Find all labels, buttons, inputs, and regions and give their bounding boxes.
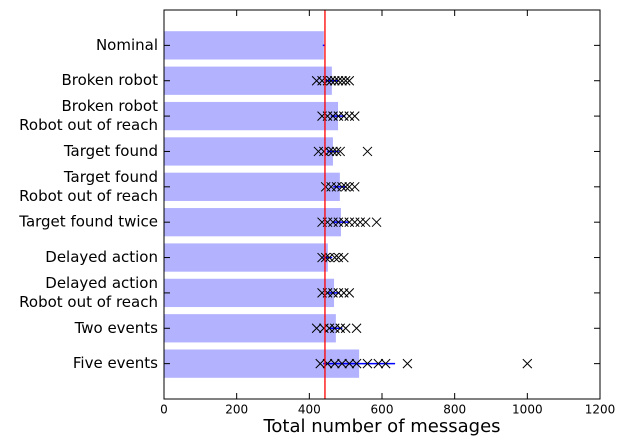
outlier-marker	[320, 252, 331, 263]
x-tick-label: 400	[298, 403, 321, 417]
outlier-marker	[329, 358, 340, 369]
x-tick-label: 1200	[585, 403, 616, 417]
outlier-marker	[326, 75, 336, 86]
y-tick-label: Target found	[63, 168, 158, 186]
x-tick-label: 200	[225, 403, 248, 417]
outlier-marker	[344, 288, 355, 298]
outlier-marker	[337, 181, 347, 192]
outlier-marker	[340, 75, 351, 86]
y-tick-label: Nominal	[96, 36, 158, 54]
bar	[164, 66, 332, 95]
outlier-marker	[380, 358, 391, 369]
y-tick-label: Target found twice	[18, 213, 158, 231]
outlier-marker	[338, 288, 349, 298]
outlier-marker	[362, 146, 373, 157]
y-tick-label: Delayed action	[45, 274, 158, 292]
outlier-marker	[371, 217, 382, 228]
y-tick-label: Robot out of reach	[19, 293, 158, 311]
outlier-marker	[331, 146, 342, 157]
outlier-marker	[340, 323, 351, 334]
outlier-marker	[349, 181, 360, 192]
outlier-marker	[315, 358, 326, 369]
bar	[164, 172, 340, 201]
y-tick-label: Two events	[74, 319, 159, 337]
y-tick-label: Five events	[73, 354, 158, 372]
bar	[164, 208, 341, 237]
outlier-marker	[329, 75, 340, 86]
outlier-marker	[344, 75, 355, 86]
x-tick-label: 800	[443, 403, 466, 417]
y-tick-label: Delayed action	[45, 248, 158, 266]
bar	[164, 31, 324, 60]
outlier-marker	[351, 323, 362, 334]
bar	[164, 278, 335, 308]
outlier-marker	[349, 111, 360, 121]
y-tick-label: Robot out of reach	[19, 116, 158, 134]
outlier-marker	[373, 358, 384, 369]
outlier-marker	[340, 181, 351, 192]
bar	[164, 101, 339, 131]
outlier-marker	[362, 358, 373, 369]
x-tick-label: 600	[371, 403, 394, 417]
outlier-marker	[360, 217, 371, 228]
x-tick-label: 0	[160, 403, 168, 417]
outlier-marker	[337, 75, 347, 86]
outlier-marker	[402, 358, 413, 369]
outlier-marker	[324, 146, 335, 157]
outlier-marker	[335, 146, 346, 157]
outlier-marker	[329, 252, 340, 263]
bar	[164, 137, 333, 166]
x-tick-label: 1000	[512, 403, 543, 417]
y-tick-label: Broken robot	[61, 71, 158, 89]
y-tick-label: Target found	[63, 142, 158, 160]
outlier-marker	[337, 358, 347, 369]
outlier-marker	[333, 75, 344, 86]
outlier-marker	[344, 358, 355, 369]
outlier-marker	[349, 217, 360, 228]
y-tick-label: Robot out of reach	[19, 187, 158, 205]
bar	[164, 243, 328, 272]
outlier-marker	[311, 323, 322, 334]
outlier-marker	[355, 217, 366, 228]
outlier-marker	[328, 146, 338, 157]
outlier-marker	[522, 358, 533, 369]
bar	[164, 314, 336, 343]
outlier-marker	[351, 358, 362, 369]
outlier-marker	[344, 111, 355, 121]
outlier-marker	[338, 252, 349, 263]
x-axis-label: Total number of messages	[262, 416, 500, 437]
y-tick-label: Broken robot	[61, 97, 158, 115]
